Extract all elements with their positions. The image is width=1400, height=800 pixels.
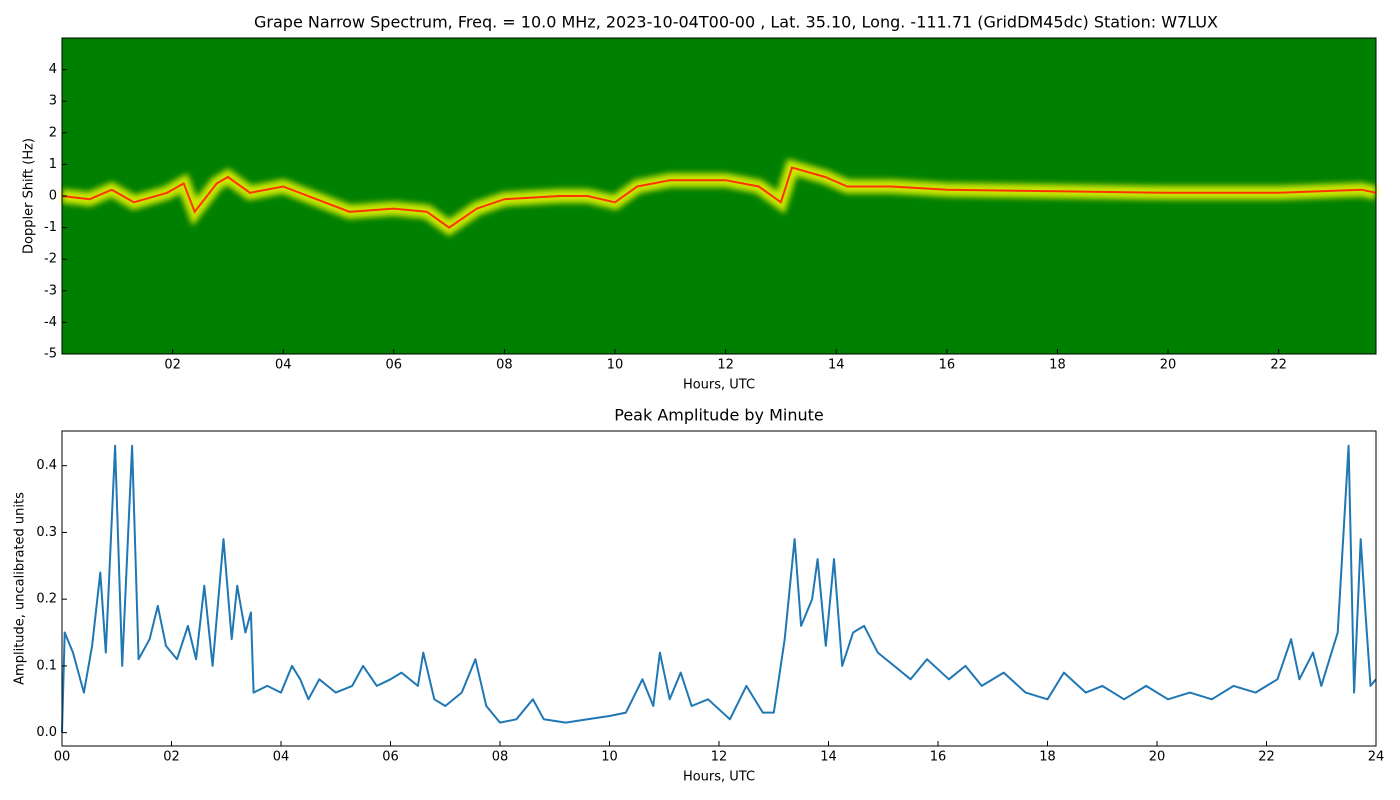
- x-tick-label: 02: [164, 358, 181, 373]
- x-tick-label: 18: [1039, 750, 1056, 765]
- y-tick-label: -1: [44, 220, 57, 235]
- x-tick-label: 24: [1368, 750, 1385, 765]
- x-tick-label: 22: [1258, 750, 1275, 765]
- x-tick-label: 20: [1160, 358, 1177, 373]
- x-tick-label: 02: [163, 750, 180, 765]
- y-tick-label: 0.1: [36, 658, 57, 673]
- x-tick-label: 04: [275, 358, 292, 373]
- y-tick-label: -4: [44, 315, 57, 330]
- x-tick-label: 10: [601, 750, 618, 765]
- x-tick-label: 12: [717, 358, 734, 373]
- y-tick-label: -5: [44, 347, 57, 362]
- x-tick-label: 00: [54, 750, 71, 765]
- y-tick-label: -2: [44, 252, 57, 267]
- doppler-trace: [61, 166, 1377, 229]
- y-tick-label: 0.2: [36, 592, 57, 607]
- chart-title: Peak Amplitude by Minute: [614, 406, 824, 425]
- y-tick-label: -3: [44, 283, 57, 298]
- x-tick-label: 08: [492, 750, 509, 765]
- x-tick-label: 20: [1149, 750, 1166, 765]
- chart-title: Grape Narrow Spectrum, Freq. = 10.0 MHz,…: [254, 13, 1218, 32]
- x-tick-label: 16: [930, 750, 947, 765]
- y-tick-label: 0.0: [36, 725, 57, 740]
- y-tick-label: 2: [49, 125, 57, 140]
- x-tick-label: 14: [820, 750, 837, 765]
- x-tick-label: 06: [382, 750, 399, 765]
- x-tick-label: 04: [273, 750, 290, 765]
- x-tick-label: 16: [939, 358, 956, 373]
- y-tick-label: 0.4: [36, 458, 57, 473]
- y-tick-label: 0.3: [36, 525, 57, 540]
- x-axis-label: Hours, UTC: [683, 770, 755, 785]
- x-tick-label: 12: [711, 750, 728, 765]
- x-tick-label: 06: [386, 358, 403, 373]
- x-axis-label: Hours, UTC: [683, 378, 755, 393]
- plot-frame: [61, 430, 1377, 747]
- y-tick-label: 4: [49, 62, 57, 77]
- y-tick-label: 3: [49, 94, 57, 109]
- y-axis-label: Doppler Shift (Hz): [22, 138, 37, 254]
- x-tick-label: 10: [607, 358, 624, 373]
- y-axis-label: Amplitude, uncalibrated units: [13, 492, 28, 685]
- x-tick-label: 22: [1270, 358, 1287, 373]
- x-tick-label: 08: [496, 358, 513, 373]
- y-tick-label: 0: [49, 189, 57, 204]
- y-tick-label: 1: [49, 157, 57, 172]
- amplitude-line: [61, 444, 1377, 733]
- x-tick-label: 14: [828, 358, 845, 373]
- x-tick-label: 18: [1049, 358, 1066, 373]
